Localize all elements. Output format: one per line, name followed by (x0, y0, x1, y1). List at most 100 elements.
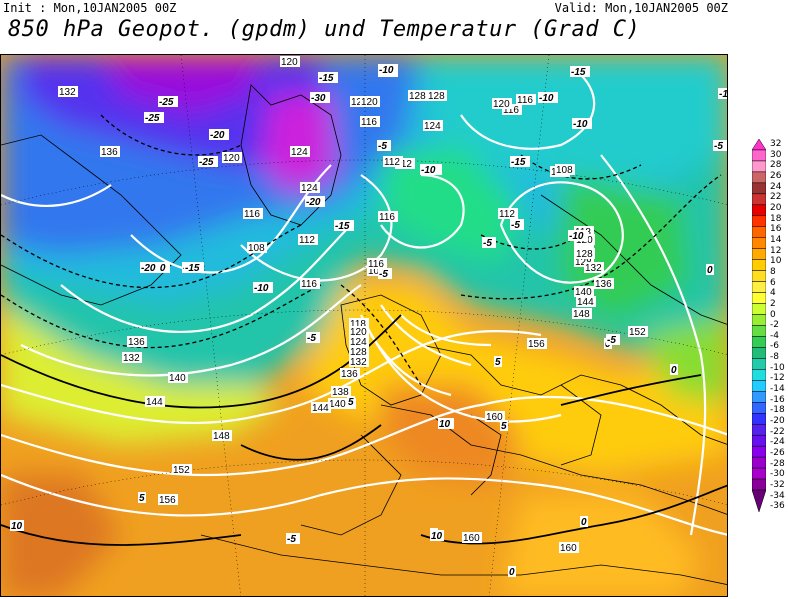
geopotential-label: 116 (379, 212, 395, 223)
geopotential-label-bg (395, 158, 415, 169)
geopotential-label-bg (574, 256, 594, 267)
geopotential-label-bg (423, 120, 443, 131)
temperature-label-bg (286, 533, 300, 544)
geopotential-label: 116 (361, 117, 377, 128)
colorbar-top-arrow (751, 138, 767, 151)
geopotential-label: 112 (499, 209, 515, 220)
geopotential-label: 136 (101, 147, 118, 158)
temperature-label-bg (144, 112, 164, 123)
colorbar-label: 26 (770, 170, 782, 181)
temperature-label-bg (209, 129, 229, 140)
geopotential-label: 136 (341, 369, 358, 380)
geopotential-label-bg (300, 182, 320, 193)
colorbar-swatch (751, 248, 767, 260)
colorbar-swatch (751, 303, 767, 315)
geopotential-label-bg (555, 164, 575, 175)
geopotential-label-group: 1321361201241201161081121161121161201241… (58, 56, 648, 554)
colorbar-label: 6 (770, 277, 776, 288)
temperature-label: -20 (141, 263, 156, 274)
geopotential-label-bg (349, 356, 369, 367)
geopotential-label-bg (516, 94, 536, 105)
geopotential-label-bg (576, 296, 596, 307)
geopotential-label-bg (349, 346, 369, 357)
geopotential-label-bg (243, 208, 263, 219)
geopotential-label: 116 (244, 209, 260, 220)
temperature-label-bg (377, 140, 391, 151)
geopotential-label-bg (349, 336, 369, 347)
temperature-label: -25 (145, 113, 160, 124)
geopotential-label-bg (311, 402, 331, 413)
geopotential-label-bg (594, 278, 614, 289)
temperature-label: -5 (714, 141, 723, 152)
geopotential-label-bg (300, 278, 320, 289)
temperature-label: 10 (439, 419, 451, 430)
colorbar-bottom-arrow (751, 489, 767, 513)
temperature-label-bg (140, 262, 160, 273)
temperature-label: 10 (11, 521, 23, 532)
temperature-label: -10 (379, 65, 394, 76)
geopotential-label: 140 (575, 287, 592, 298)
lat-lon-grid (1, 55, 727, 596)
temperature-label-bg (438, 418, 452, 429)
geopotential-label-bg (574, 286, 594, 297)
colorbar-label: -24 (770, 437, 785, 448)
geopotential-label: 120 (350, 327, 367, 338)
geopotential-label: 148 (573, 309, 590, 320)
geopotential-label: 138 (332, 387, 349, 398)
temperature-label: -10 (719, 89, 728, 100)
geopotential-label: 120 (493, 99, 510, 110)
colorbar-label: 10 (770, 256, 782, 267)
geopotential-label-bg (212, 430, 232, 441)
geopotential-label-bg (298, 234, 318, 245)
geopotential-label-bg (222, 152, 242, 163)
colorbar-label: -6 (770, 341, 779, 352)
geopotential-label: 160 (560, 543, 577, 554)
geopotential-label-bg (485, 411, 505, 422)
colorbar-swatch (751, 456, 767, 469)
geopotential-label: 120 (351, 97, 368, 108)
geopotential-label-bg (427, 90, 447, 101)
colorbar-swatch (751, 149, 767, 162)
colorbar-label: 0 (770, 309, 776, 320)
geopotential-label-bg (349, 326, 369, 337)
temperature-label: 10 (431, 531, 443, 542)
geopotential-label-bg (527, 338, 547, 349)
temperature-label-bg (510, 219, 524, 230)
geopotential-label-bg (462, 532, 482, 543)
geopotential-label: 124 (291, 147, 308, 158)
geopotential-label: 156 (159, 495, 176, 506)
geopotential-label-bg (127, 336, 147, 347)
temperature-label-bg (198, 156, 218, 167)
colorbar-label: -8 (770, 352, 779, 363)
geopotential-label-bg (367, 258, 387, 269)
geopotential-label: 136 (595, 279, 612, 290)
temperature-label-bg (713, 140, 727, 151)
temperature-label-bg (706, 264, 714, 275)
weather-map-svg: 1321361201241201161081121161121161201241… (1, 55, 728, 596)
colorbar-label: -2 (770, 320, 779, 331)
colorbar-swatch (751, 391, 767, 403)
colorbar-swatch (751, 193, 767, 206)
temperature-label-bg (378, 268, 392, 279)
colorbar-swatch (751, 314, 767, 326)
temperature-label: 0 (581, 517, 587, 528)
colorbar-label: -4 (770, 330, 779, 341)
geopotential-label: 152 (629, 327, 646, 338)
geopotential-label: 120 (281, 57, 298, 68)
temperature-label: -10 (569, 231, 584, 242)
temperature-label-bg (482, 237, 496, 248)
temperature-label-bg (494, 356, 502, 367)
temperature-label: 5 (501, 421, 507, 432)
geopotential-label: 116 (517, 95, 533, 106)
colorbar-svg (751, 138, 767, 513)
temperature-label: -5 (287, 534, 296, 545)
colorbar-swatch (751, 281, 767, 293)
colorbar-swatch (751, 237, 767, 249)
colorbar-label: -28 (770, 458, 785, 469)
temperature-label-bg (184, 262, 204, 273)
temperature-label: -10 (421, 165, 436, 176)
temperature-label: -5 (511, 220, 520, 231)
colorbar-label: -16 (770, 394, 785, 405)
colorbar-label: -12 (770, 373, 785, 384)
colorbar-label: -14 (770, 384, 785, 395)
